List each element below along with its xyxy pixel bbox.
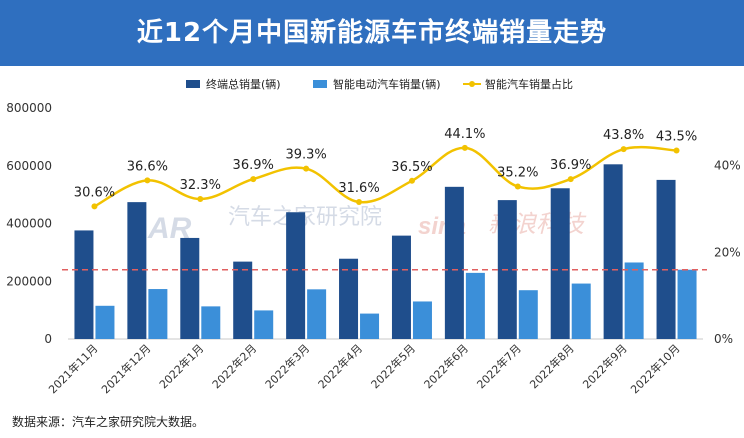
bar-smart — [254, 310, 274, 339]
ratio-marker — [144, 177, 151, 184]
page-title: 近12个月中国新能源车市终端销量走势 — [136, 18, 608, 48]
bar-smart — [624, 262, 644, 339]
ratio-marker — [408, 177, 415, 184]
y-right-tick-label: 20% — [714, 245, 741, 259]
y-right-tick-label: 0% — [714, 332, 733, 346]
bar-total — [603, 164, 623, 339]
x-tick-label: 2022年10月 — [628, 341, 683, 396]
title-bar — [0, 0, 744, 66]
ratio-marker — [91, 203, 98, 210]
legend-swatch-1 — [186, 80, 200, 88]
y-left-tick-label: 800000 — [6, 101, 52, 115]
bar-smart — [360, 313, 380, 339]
x-tick-label: 2022年4月 — [315, 341, 365, 391]
x-tick-label: 2022年3月 — [262, 341, 312, 391]
ratio-data-label: 32.3% — [180, 178, 221, 193]
bar-smart — [307, 289, 327, 339]
bar-smart — [412, 301, 432, 339]
ratio-marker — [514, 183, 521, 190]
bar-smart — [518, 290, 538, 339]
ratio-data-label: 35.2% — [497, 165, 538, 180]
bar-smart — [677, 269, 697, 339]
legend: 终端总销量(辆) 智能电动汽车销量(辆) 智能汽车销量占比 — [186, 77, 573, 91]
x-tick-label: 2022年8月 — [527, 341, 577, 391]
legend-label-1: 终端总销量(辆) — [206, 77, 281, 91]
bar-smart — [201, 306, 221, 339]
bar-total — [233, 261, 253, 339]
bar-smart — [465, 272, 485, 339]
bar-total — [339, 258, 359, 339]
bar-total — [391, 235, 411, 339]
axes: 0 200000 400000 600000 800000 0% 20% 40% 2021年11… — [6, 101, 740, 396]
x-tick-label: 2022年5月 — [368, 341, 418, 391]
ratio-data-label: 43.8% — [603, 128, 644, 143]
ratio-data-label: 36.5% — [391, 160, 432, 175]
ratio-line-layer: 30.6% 36.6% 32.3% 36.9% 39.3% 31.6% 36.5% 44.1%… — [74, 127, 697, 210]
ratio-marker — [356, 199, 363, 206]
x-tick-label: 2022年7月 — [474, 341, 524, 391]
bars — [74, 164, 697, 339]
ratio-marker — [303, 165, 310, 172]
x-tick-label: 2022年2月 — [209, 341, 259, 391]
bar-total — [656, 179, 676, 339]
bar-total — [550, 188, 570, 339]
ratio-marker — [567, 176, 574, 183]
ratio-data-label: 31.6% — [338, 181, 379, 196]
y-right-tick-label: 40% — [714, 159, 741, 173]
chart: AR 汽车之家研究院 sina 新浪科技 终端总销量(辆) 智能电动汽车销量(辆)… — [6, 77, 740, 396]
ratio-marker — [620, 146, 627, 153]
watermark-layer: AR 汽车之家研究院 sina 新浪科技 — [147, 205, 587, 245]
x-tick-label: 2022年6月 — [421, 341, 471, 391]
bar-total — [286, 212, 306, 339]
ratio-data-label: 36.9% — [233, 158, 274, 173]
ratio-marker — [673, 147, 680, 154]
legend-label-2: 智能电动汽车销量(辆) — [333, 77, 441, 91]
y-left-tick-label: 200000 — [6, 274, 52, 288]
legend-label-3: 智能汽车销量占比 — [485, 77, 573, 91]
bar-total — [74, 230, 94, 339]
ratio-data-label: 36.9% — [550, 158, 591, 173]
bar-total — [444, 186, 464, 339]
x-tick-label: 2021年12月 — [98, 341, 153, 396]
y-left-tick-label: 0 — [44, 332, 52, 346]
ratio-data-label: 30.6% — [74, 185, 115, 200]
ratio-data-label: 43.5% — [656, 129, 697, 144]
legend-swatch-2 — [313, 80, 327, 88]
bar-smart — [571, 283, 591, 339]
bar-total — [127, 202, 147, 339]
ratio-line — [93, 145, 677, 208]
bar-smart — [148, 289, 168, 339]
x-tick-label: 2021年11月 — [45, 341, 100, 396]
x-tick-label: 2022年1月 — [156, 341, 206, 391]
source-note: 数据来源：汽车之家研究院大数据。 — [12, 415, 205, 429]
y-left-tick-label: 400000 — [6, 217, 52, 231]
ratio-data-label: 36.6% — [127, 159, 168, 174]
x-tick-label: 2022年9月 — [580, 341, 630, 391]
legend-swatch-marker — [469, 81, 475, 87]
bar-smart — [95, 305, 115, 339]
ratio-data-label: 39.3% — [285, 148, 326, 163]
bar-total — [180, 237, 200, 339]
ratio-marker — [250, 176, 257, 183]
ratio-marker — [197, 196, 204, 203]
ratio-marker — [461, 144, 468, 151]
y-left-tick-label: 600000 — [6, 159, 52, 173]
ratio-data-label: 44.1% — [444, 127, 485, 142]
